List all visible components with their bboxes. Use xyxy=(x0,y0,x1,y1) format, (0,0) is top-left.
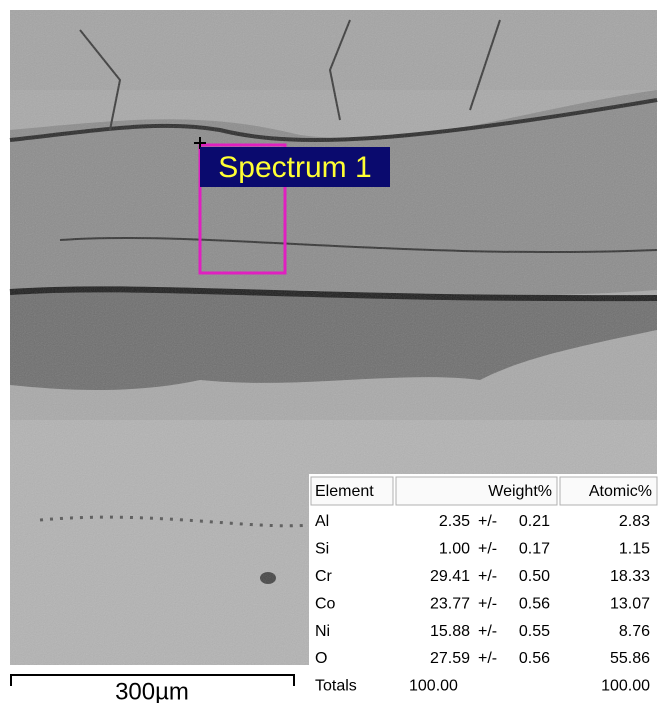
table-cell: 18.33 xyxy=(610,568,650,585)
scale-bar-label: 300µm xyxy=(115,678,189,703)
table-cell: 27.59 xyxy=(430,650,470,667)
table-cell: 0.50 xyxy=(519,568,550,585)
table-cell: 29.41 xyxy=(430,568,470,585)
totals-cell: Totals xyxy=(315,678,357,695)
header-text: Atomic% xyxy=(589,483,652,500)
table-cell: Ni xyxy=(315,623,330,640)
table-cell: 0.21 xyxy=(519,513,550,530)
table-cell: O xyxy=(315,650,327,667)
table-cell: +/- xyxy=(478,595,497,612)
header-text: Weight% xyxy=(488,483,552,500)
results-table: Element Weight% Atomic% Al 2.35 +/- 0.21 2.83 Si… xyxy=(309,474,659,703)
table-cell: 8.76 xyxy=(619,623,650,640)
table-cell: Co xyxy=(315,595,336,612)
table-cell: 2.35 xyxy=(439,513,470,530)
table-cell: +/- xyxy=(478,568,497,585)
table-cell: +/- xyxy=(478,541,497,558)
table-cell: 1.00 xyxy=(439,541,470,558)
table-cell: 0.56 xyxy=(519,595,550,612)
table-cell: 13.07 xyxy=(610,595,650,612)
table-cell: 0.55 xyxy=(519,623,550,640)
table-cell: Al xyxy=(315,513,329,530)
header-text: Element xyxy=(315,483,374,500)
table-cell: +/- xyxy=(478,513,497,530)
table-cell: 0.17 xyxy=(519,541,550,558)
table-cell: 15.88 xyxy=(430,623,470,640)
table-cell: +/- xyxy=(478,650,497,667)
page: Spectrum 1 300µm Element Weight% Atomic% Al… xyxy=(0,0,659,703)
table-cell: Si xyxy=(315,541,329,558)
totals-cell: 100.00 xyxy=(409,678,458,695)
spectrum-label: Spectrum 1 xyxy=(218,151,371,184)
table-cell: 23.77 xyxy=(430,595,470,612)
scale-bar: 300µm xyxy=(11,675,294,703)
table-cell: 55.86 xyxy=(610,650,650,667)
table-cell: Cr xyxy=(315,568,333,585)
totals-cell: 100.00 xyxy=(601,678,650,695)
table-cell: +/- xyxy=(478,623,497,640)
table-cell: 0.56 xyxy=(519,650,550,667)
table-cell: 1.15 xyxy=(619,541,650,558)
table-cell: 2.83 xyxy=(619,513,650,530)
